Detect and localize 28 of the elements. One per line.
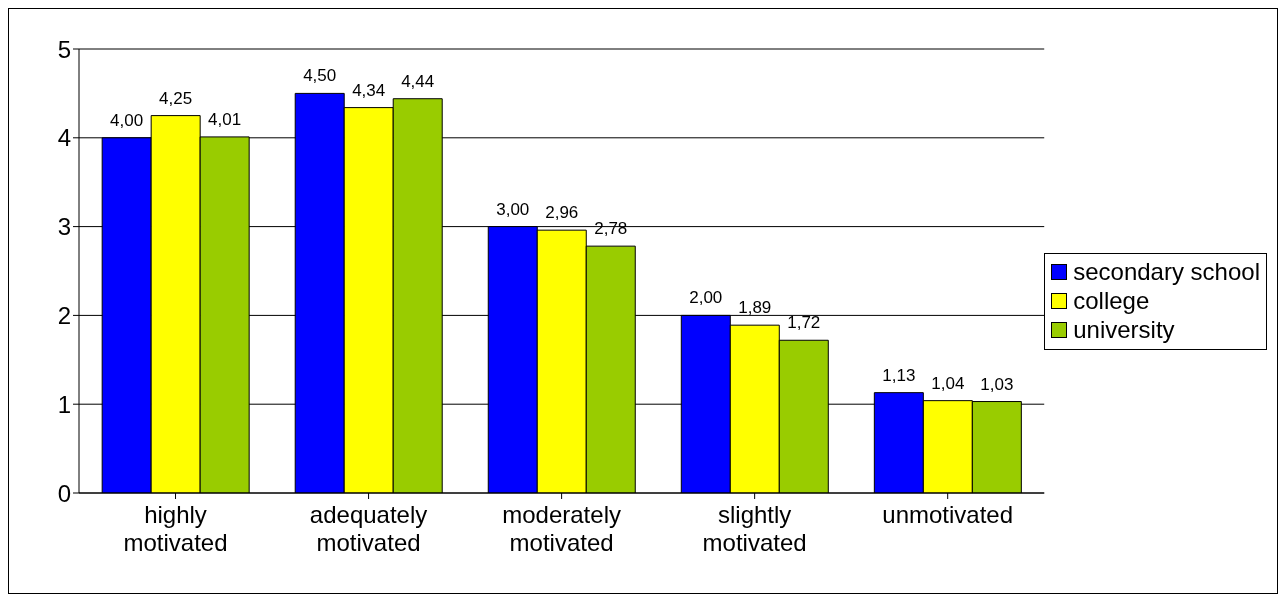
- data-label: 4,25: [159, 88, 193, 108]
- data-label: 2,00: [689, 288, 723, 308]
- data-label: 4,01: [208, 109, 242, 129]
- y-tick-label: 1: [57, 390, 71, 418]
- x-tick-label: unmotivated: [882, 501, 1014, 528]
- x-tick-label: moderately motivated: [502, 501, 621, 556]
- data-label: 1,89: [738, 298, 772, 318]
- legend-label: university: [1073, 316, 1175, 344]
- legend-label: secondary school: [1073, 258, 1260, 286]
- data-label: 1,13: [882, 365, 916, 385]
- data-label: 4,44: [401, 71, 435, 91]
- y-tick-label: 3: [57, 213, 71, 241]
- data-label: 4,00: [110, 110, 144, 130]
- data-label: 1,03: [980, 374, 1014, 394]
- x-tick-label: highly motivated: [123, 501, 228, 556]
- x-tick-label: slightly motivated: [702, 501, 807, 556]
- data-label: 1,72: [787, 313, 821, 333]
- legend-label: college: [1073, 287, 1150, 315]
- x-tick-label: adequately motivated: [309, 501, 428, 556]
- data-label: 3,00: [496, 199, 530, 219]
- y-tick-label: 5: [57, 35, 71, 63]
- y-tick-label: 4: [57, 124, 71, 152]
- data-label: 2,96: [545, 203, 579, 223]
- data-label: 4,50: [303, 66, 337, 86]
- data-label: 1,04: [931, 373, 965, 393]
- y-tick-label: 2: [57, 301, 71, 329]
- y-tick-label: 0: [57, 479, 71, 507]
- data-label: 4,34: [352, 80, 386, 100]
